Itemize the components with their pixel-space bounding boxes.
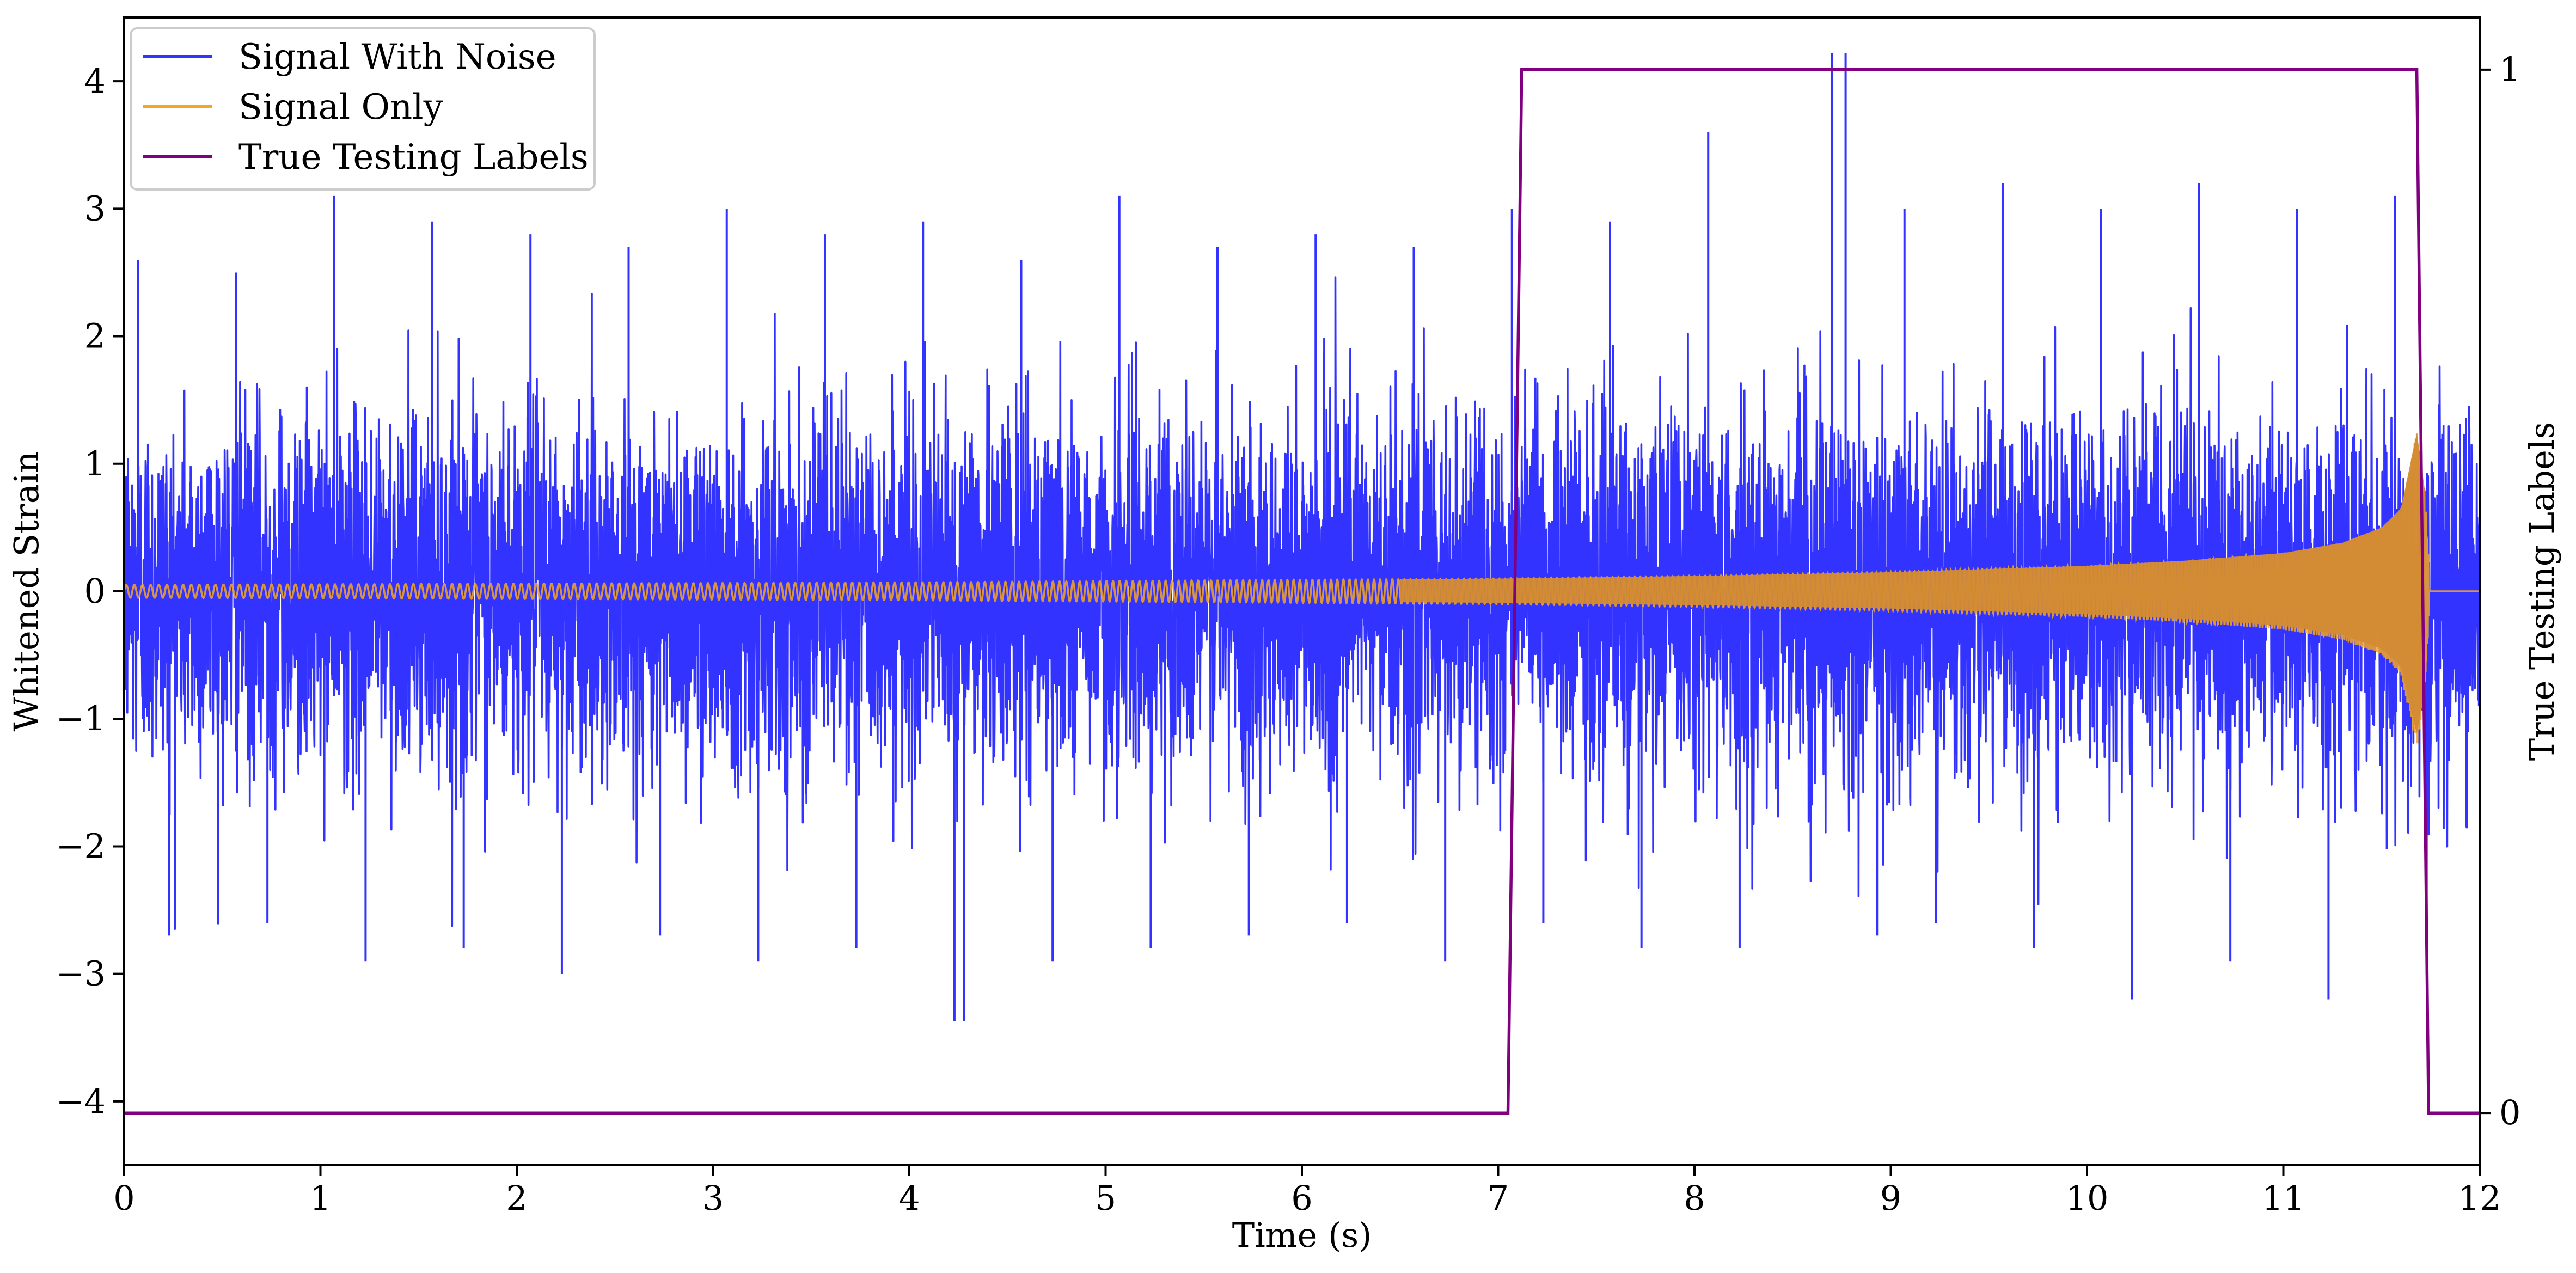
x-tick-label: 6 (1291, 1178, 1312, 1218)
legend-label: Signal Only (238, 87, 443, 127)
y-tick-label: 3 (84, 188, 106, 228)
x-tick-label: 5 (1095, 1178, 1116, 1218)
x-tick-label: 2 (506, 1178, 527, 1218)
legend-label: Signal With Noise (238, 37, 556, 77)
legend-label: True Testing Labels (238, 137, 589, 178)
x-tick-label: 3 (702, 1178, 724, 1218)
signal-only-envelope (1400, 433, 2425, 734)
x-tick-label: 0 (113, 1178, 134, 1218)
y2-tick-label: 1 (2499, 50, 2520, 89)
x-tick-label: 11 (2262, 1178, 2305, 1218)
y-tick-label: 4 (84, 61, 106, 101)
x-tick-label: 9 (1880, 1178, 1901, 1218)
y-tick-label: −3 (56, 954, 106, 994)
y2-tick-label: 0 (2499, 1093, 2520, 1133)
y-tick-label: −2 (56, 826, 106, 866)
y2-axis-label: True Testing Labels (2522, 422, 2562, 761)
x-tick-label: 12 (2458, 1178, 2501, 1218)
signal-only-series (124, 433, 2480, 744)
y-tick-label: 2 (84, 316, 106, 356)
x-tick-label: 10 (2066, 1178, 2109, 1218)
y-tick-label: −4 (56, 1081, 106, 1121)
x-tick-label: 4 (898, 1178, 920, 1218)
signal-with-noise-series (124, 53, 2480, 1021)
y-tick-label: 1 (84, 444, 106, 484)
y2-axis-ticks: 01 (2480, 50, 2520, 1133)
y-axis-label: Whitened Strain (7, 451, 46, 732)
x-tick-label: 8 (1684, 1178, 1705, 1218)
y-tick-label: −1 (56, 699, 106, 738)
x-tick-label: 1 (310, 1178, 331, 1218)
legend-box (130, 27, 596, 191)
legend: Signal With Noise Signal Only True Testing… (130, 27, 596, 191)
true-testing-labels-line (124, 68, 2480, 1115)
true-testing-labels-series (124, 68, 2480, 1115)
x-tick-label: 7 (1488, 1178, 1509, 1218)
y-tick-label: 0 (84, 571, 106, 611)
y-axis-ticks: −4 −3 −2 −1 0 1 2 3 4 (56, 61, 124, 1121)
x-axis-label: Time (s) (1232, 1215, 1372, 1255)
x-axis-ticks: 0 1 2 3 4 5 6 7 8 9 10 11 12 (113, 1165, 2501, 1218)
